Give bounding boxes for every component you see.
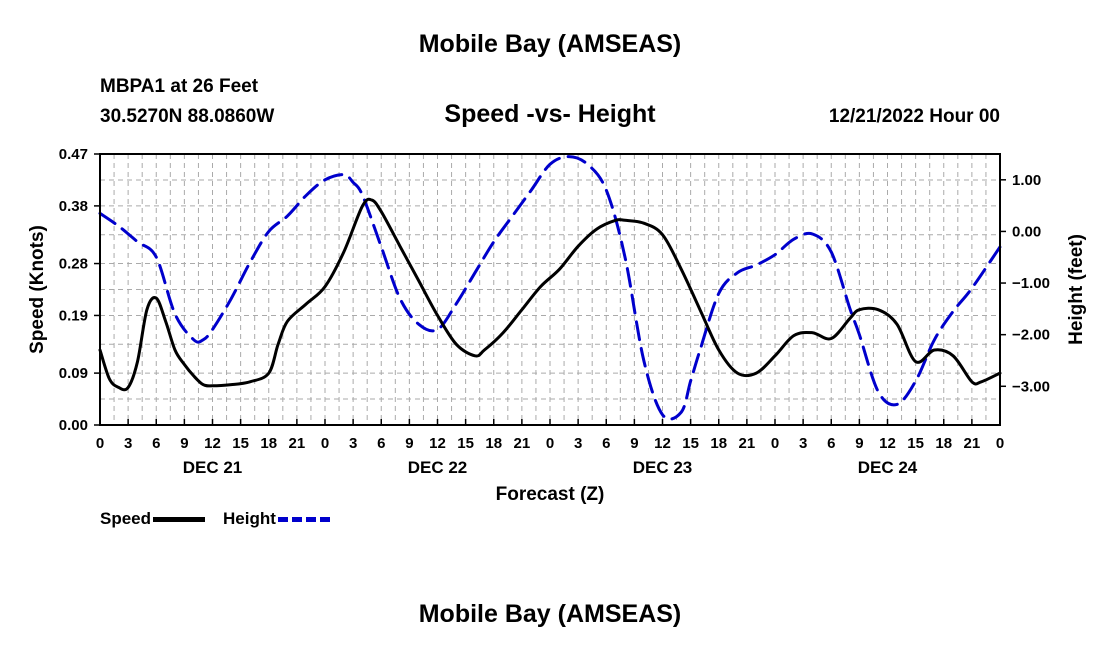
- x-tick-label: 18: [710, 435, 727, 452]
- y-tick-label: 0.28: [59, 256, 88, 273]
- x-tick-label: 0: [771, 435, 779, 452]
- legend: Speed Height: [100, 509, 348, 529]
- legend-height-label: Height: [223, 509, 276, 528]
- legend-speed-label: Speed: [100, 509, 152, 528]
- height-series-line: [98, 155, 1002, 421]
- legend-height-swatch: [277, 516, 330, 522]
- x-tick-label: 21: [289, 435, 306, 452]
- x-tick-label: 15: [907, 435, 924, 452]
- y-tick-label: 0.47: [59, 146, 88, 163]
- x-tick-label: 0: [321, 435, 329, 452]
- x-tick-label: 6: [152, 435, 160, 452]
- x-tick-label: 9: [630, 435, 638, 452]
- forecast-run-time: 12/21/2022 Hour 00: [828, 106, 1000, 127]
- x-tick-label: 3: [349, 435, 357, 452]
- y-tick-label: 0.00: [59, 417, 88, 434]
- x-tick-label: 21: [739, 435, 756, 452]
- x-tick-label: 9: [855, 435, 863, 452]
- speed-series-line: [98, 197, 1002, 392]
- x-tick-label: 0: [996, 435, 1004, 452]
- y-tick-label: 0.19: [59, 307, 88, 324]
- station-coordinates: 30.5270N 88.0860W: [100, 106, 275, 127]
- y-tick-label: 0.38: [59, 198, 88, 215]
- y-tick-label: 0.09: [59, 365, 88, 382]
- x-tick-label: 9: [405, 435, 413, 452]
- day-label: DEC 24: [858, 458, 918, 477]
- x-tick-label: 21: [964, 435, 981, 452]
- page-title: Mobile Bay (AMSEAS): [418, 30, 682, 58]
- x-tick-label: 12: [204, 435, 221, 452]
- x-axis-label: Forecast (Z): [496, 484, 605, 505]
- footer-title: Mobile Bay (AMSEAS): [418, 600, 682, 628]
- x-tick-label: 3: [124, 435, 132, 452]
- x-tick-label: 6: [377, 435, 385, 452]
- x-tick-label: 9: [180, 435, 188, 452]
- x-tick-label: 18: [485, 435, 502, 452]
- y2-tick-label: 1.00: [1012, 172, 1041, 189]
- x-tick-label: 15: [232, 435, 249, 452]
- y2-tick-label: −3.00: [1012, 378, 1050, 395]
- y2-axis-label: Height (feet): [1066, 234, 1087, 345]
- x-tick-label: 18: [260, 435, 277, 452]
- x-tick-label: 12: [429, 435, 446, 452]
- x-tick-label: 18: [935, 435, 952, 452]
- x-tick-label: 12: [879, 435, 896, 452]
- x-tick-label: 15: [457, 435, 474, 452]
- axis-layer: 0 3 6 9 12 15 18 21 0 3 6 9 12 15 18 21 0 3 6 9 12 15 18 21 0 3 6 9…: [59, 146, 1050, 477]
- y2-tick-label: 0.00: [1012, 223, 1041, 240]
- y2-tick-label: −1.00: [1012, 275, 1050, 292]
- x-tick-label: 3: [799, 435, 807, 452]
- x-tick-label: 6: [827, 435, 835, 452]
- x-tick-label: 15: [682, 435, 699, 452]
- day-label: DEC 22: [408, 458, 468, 477]
- series-layer: [98, 155, 1002, 421]
- day-label: DEC 21: [183, 458, 243, 477]
- x-tick-label: 0: [546, 435, 554, 452]
- y2-tick-label: −2.00: [1012, 327, 1050, 344]
- x-tick-label: 21: [514, 435, 531, 452]
- speed-height-chart: 0 3 6 9 12 15 18 21 0 3 6 9 12 15 18 21 0 3 6 9 12 15 18 21 0 3 6 9…: [27, 146, 1087, 505]
- day-label: DEC 23: [633, 458, 693, 477]
- x-tick-label: 0: [96, 435, 104, 452]
- grid-layer: [100, 154, 1000, 425]
- legend-speed-swatch: [153, 516, 206, 522]
- x-tick-label: 12: [654, 435, 671, 452]
- x-tick-label: 3: [574, 435, 582, 452]
- y-axis-label: Speed (Knots): [27, 225, 48, 354]
- x-tick-label: 6: [602, 435, 610, 452]
- chart-title: Speed -vs- Height: [444, 100, 656, 128]
- station-label: MBPA1 at 26 Feet: [100, 76, 259, 97]
